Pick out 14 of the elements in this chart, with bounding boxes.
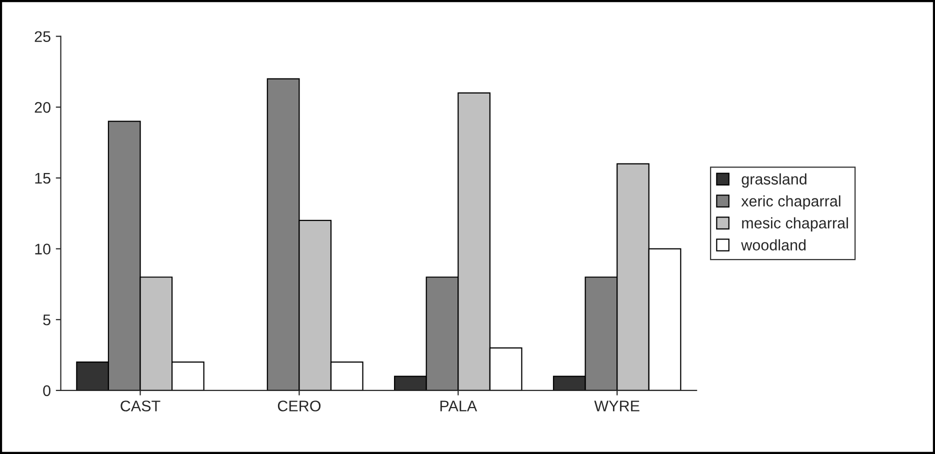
legend-label: grassland xyxy=(742,173,806,188)
y-tick-label: 5 xyxy=(43,314,50,326)
x-tick-label: WYRE xyxy=(594,400,640,412)
y-tick-label: 0 xyxy=(43,385,50,396)
y-tick-label: 20 xyxy=(34,102,50,113)
y-tick-label: 25 xyxy=(34,31,50,42)
x-tick-label: CERO xyxy=(278,400,321,412)
legend-label: woodland xyxy=(741,239,806,250)
legend-label: mesic chaparral xyxy=(742,217,848,232)
legend-label: xeric chaparral xyxy=(741,195,840,210)
x-tick-label: CAST xyxy=(120,400,160,412)
y-tick-label: 15 xyxy=(35,172,50,184)
x-tick-label: PALA xyxy=(440,400,478,412)
y-tick-label: 10 xyxy=(35,244,50,254)
